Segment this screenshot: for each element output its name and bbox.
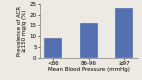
Bar (115, 8, 133, 58)
Bar (44, 38, 62, 58)
X-axis label: Mean Blood Pressure (mmHg): Mean Blood Pressure (mmHg) (48, 67, 130, 72)
Bar (80, 23, 98, 58)
Y-axis label: Prevalence of ACR
≥150 mg/g (%): Prevalence of ACR ≥150 mg/g (%) (17, 6, 28, 56)
